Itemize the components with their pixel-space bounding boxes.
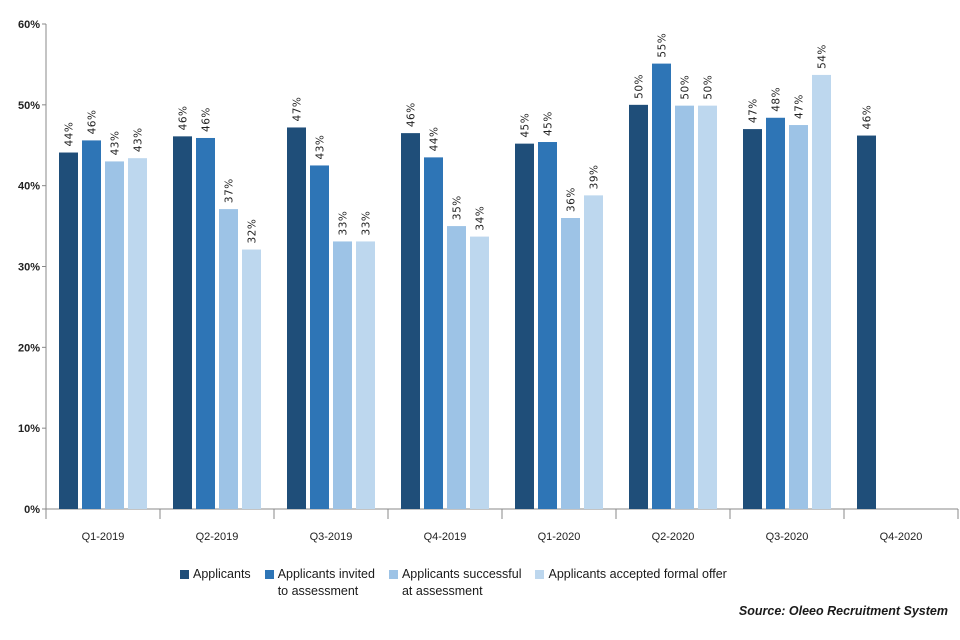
data-label: 46% <box>862 105 874 130</box>
data-label: 46% <box>87 110 99 135</box>
legend: Applicants Applicants invited to assessmen… <box>180 566 727 600</box>
bar <box>743 129 762 510</box>
data-label: 43% <box>133 127 145 152</box>
data-label: 33% <box>361 211 373 236</box>
y-tick-label: 30% <box>18 262 40 274</box>
data-label: 35% <box>452 195 464 220</box>
legend-label-line: Applicants <box>193 567 251 581</box>
data-label: 46% <box>178 106 190 131</box>
bar <box>356 241 375 510</box>
data-label: 33% <box>338 211 350 236</box>
y-tick-label: 60% <box>18 19 40 31</box>
data-label: 37% <box>224 178 236 203</box>
x-tick-label: Q1-2020 <box>538 531 581 543</box>
bar <box>128 158 147 509</box>
data-label: 50% <box>634 74 646 99</box>
y-tick-label: 40% <box>18 181 40 193</box>
bar <box>447 226 466 510</box>
legend-label: Applicants invited to assessment <box>278 566 375 600</box>
data-label: 45% <box>520 113 532 138</box>
legend-label: Applicants <box>193 566 251 583</box>
x-tick-label: Q2-2019 <box>196 531 239 543</box>
bar <box>675 105 694 510</box>
x-tick-label: Q2-2020 <box>652 531 695 543</box>
data-label: 47% <box>748 98 760 123</box>
legend-label-line: Applicants successful <box>401 567 522 581</box>
legend-swatch <box>388 570 398 579</box>
data-label: 44% <box>429 127 441 152</box>
legend-label-line: Applicants invited <box>277 567 375 581</box>
bar <box>538 142 557 509</box>
y-axis: 0% 10% 20% 30% 40% 50% 60% <box>18 19 47 516</box>
bar <box>698 105 717 510</box>
legend-item: Applicants invited to assessment <box>264 566 375 600</box>
legend-label-line: to assessment <box>277 584 359 598</box>
y-tick-label: 0% <box>24 504 40 516</box>
x-tick-label: Q3-2020 <box>766 531 809 543</box>
data-label: 46% <box>406 102 418 127</box>
bar <box>812 74 831 510</box>
bar <box>766 117 785 510</box>
bar <box>82 140 101 509</box>
data-label: 36% <box>566 187 578 212</box>
data-label: 50% <box>703 75 715 100</box>
legend-swatch <box>180 570 189 579</box>
legend-item: Applicants accepted formal offer <box>535 566 727 600</box>
x-axis: Q1-2019 Q2-2019 Q3-2019 Q4-2019 Q1-2020 Q2-20… <box>45 508 959 543</box>
bar <box>584 195 603 509</box>
bar <box>470 236 489 509</box>
bar <box>173 136 192 509</box>
bar <box>515 143 534 509</box>
legend-label: Applicants successful at assessment <box>402 566 522 600</box>
x-tick-label: Q3-2019 <box>310 531 353 543</box>
data-label: 47% <box>292 97 304 122</box>
bar <box>333 241 352 510</box>
legend-swatch <box>535 570 545 579</box>
x-tick-label: Q4-2020 <box>880 531 923 543</box>
bar <box>59 152 78 509</box>
legend-item: Applicants successful at assessment <box>388 566 522 600</box>
legend-item: Applicants <box>180 566 251 600</box>
data-label: 43% <box>110 131 122 156</box>
data-label: 44% <box>64 122 76 147</box>
data-label: 50% <box>680 75 692 100</box>
bar <box>857 135 876 510</box>
bar <box>105 161 124 509</box>
source-note: Source: Oleeo Recruitment System <box>738 604 948 618</box>
data-labels: 44% 46% 43% 43% 46% 46% 37% 32% 47% 43% 33% 33% 46% 4… <box>64 33 874 244</box>
legend-label-line: at assessment <box>401 584 483 598</box>
data-label: 54% <box>817 44 829 69</box>
bars <box>59 63 876 510</box>
bar <box>424 157 443 509</box>
bar <box>310 165 329 510</box>
x-tick-label: Q1-2019 <box>82 531 125 543</box>
data-label: 34% <box>475 206 487 231</box>
data-label: 46% <box>201 107 213 132</box>
x-tick-label: Q4-2019 <box>424 531 467 543</box>
data-label: 45% <box>543 111 555 136</box>
bar <box>652 63 671 509</box>
bar <box>242 249 261 509</box>
bar <box>196 137 215 509</box>
data-label: 47% <box>794 94 806 119</box>
legend-label: Applicants accepted formal offer <box>548 566 726 583</box>
bar <box>629 104 648 509</box>
data-label: 55% <box>657 33 669 58</box>
bar <box>401 133 420 509</box>
legend-label-line: Applicants accepted formal offer <box>548 567 727 581</box>
y-tick-label: 10% <box>18 423 40 435</box>
y-tick-label: 50% <box>18 100 40 112</box>
y-tick-label: 20% <box>18 342 40 354</box>
bar <box>287 127 306 509</box>
data-label: 39% <box>589 165 601 190</box>
data-label: 43% <box>315 135 327 160</box>
data-label: 32% <box>247 219 259 244</box>
legend-swatch <box>264 570 274 579</box>
bar <box>789 125 808 510</box>
bar <box>219 209 238 509</box>
data-label: 48% <box>771 87 783 112</box>
bar <box>561 218 580 509</box>
